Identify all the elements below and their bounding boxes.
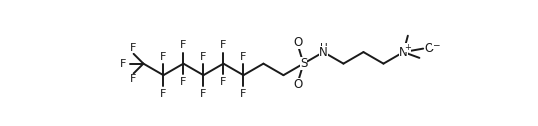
Text: F: F: [160, 89, 167, 99]
Text: O: O: [293, 36, 303, 49]
Text: S: S: [300, 57, 307, 70]
Text: F: F: [220, 40, 226, 50]
Text: F: F: [180, 77, 187, 87]
Text: O: O: [424, 42, 434, 55]
Text: +: +: [404, 43, 411, 52]
Text: N: N: [399, 46, 408, 59]
Text: F: F: [240, 89, 246, 99]
Text: O: O: [293, 78, 303, 91]
Text: F: F: [240, 52, 246, 62]
Text: F: F: [200, 89, 207, 99]
Text: F: F: [220, 77, 226, 87]
Text: F: F: [180, 40, 187, 50]
Text: −: −: [432, 40, 439, 49]
Text: F: F: [200, 52, 207, 62]
Text: F: F: [160, 52, 167, 62]
Text: F: F: [130, 43, 136, 53]
Text: F: F: [120, 59, 126, 69]
Text: N: N: [319, 46, 328, 59]
Text: F: F: [130, 74, 136, 84]
Text: H: H: [320, 43, 327, 53]
